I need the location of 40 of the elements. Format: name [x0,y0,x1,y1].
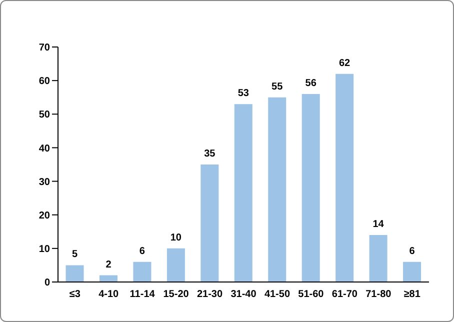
bar [302,94,320,282]
bar [369,235,388,282]
data-label: 6 [139,246,146,257]
y-tick-label: 10 [38,244,50,255]
data-label: 62 [339,58,351,69]
y-tick-label: 50 [38,110,50,121]
x-tick-label: 51-60 [298,289,324,300]
x-tick-label: ≤3 [69,289,81,300]
x-tick-label: 11-14 [130,289,156,300]
bar [166,248,185,282]
data-label: 10 [170,232,182,244]
bar [234,104,252,282]
x-tick-label: ≥81 [404,289,421,300]
bar [133,262,152,282]
y-tick-label: 60 [38,76,50,88]
x-tick-label: 21-30 [196,289,223,300]
data-label: 55 [272,81,284,92]
y-tick-label: 0 [44,278,50,289]
y-tick-label: 30 [38,176,50,188]
bar [336,74,354,282]
x-tick-label: 61-70 [332,289,358,300]
data-label: 56 [305,78,317,89]
x-tick-label: 41-50 [264,289,290,300]
data-label: 5 [72,249,78,260]
bar [268,97,286,282]
data-label: 35 [204,148,216,160]
bar [200,164,219,282]
y-tick-label: 20 [38,210,50,222]
x-tick-label: 31-40 [230,289,257,300]
x-tick-label: 15-20 [163,289,190,300]
y-tick-label: 40 [38,143,50,154]
data-label: 14 [372,219,384,230]
data-label: 53 [238,88,250,100]
x-tick-label: 4-10 [98,289,120,300]
data-label: 6 [409,246,416,257]
x-tick-label: 71-80 [366,289,392,300]
data-label: 2 [106,259,112,270]
bar [66,265,84,282]
y-tick-label: 70 [38,42,50,54]
bar [403,262,422,282]
